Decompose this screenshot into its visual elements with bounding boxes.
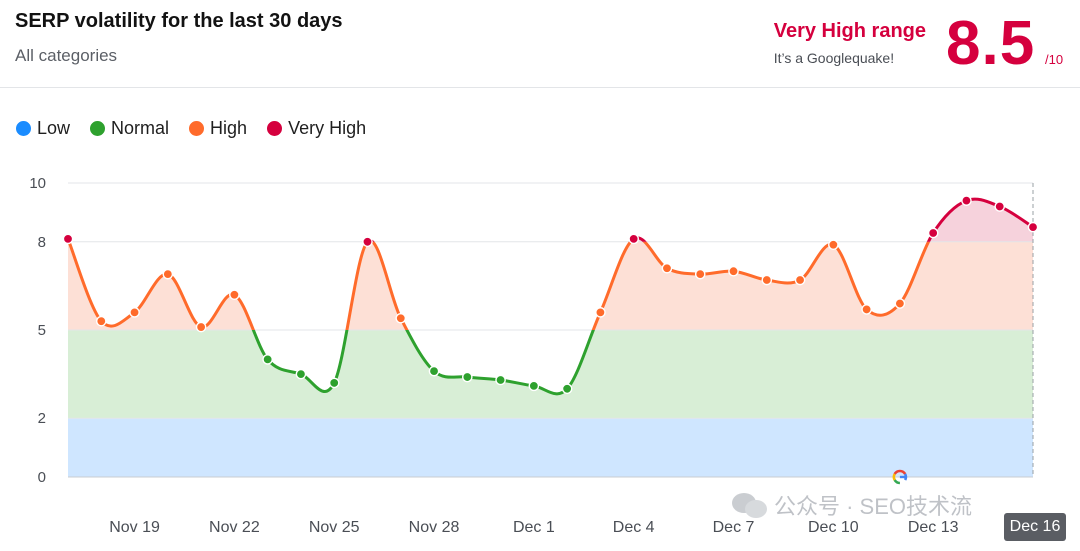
data-point xyxy=(129,307,140,318)
data-point xyxy=(195,321,207,333)
data-point xyxy=(362,236,373,248)
chart-legend: Low Normal High Very High xyxy=(16,118,366,139)
x-tick-label: Dec 13 xyxy=(908,519,959,536)
x-tick-label: Dec 4 xyxy=(613,519,655,536)
data-point xyxy=(528,380,540,392)
y-tick-label: 2 xyxy=(38,410,46,427)
legend-label-low: Low xyxy=(37,118,71,138)
data-point xyxy=(861,304,872,315)
data-point xyxy=(428,365,440,377)
data-point xyxy=(661,262,673,274)
legend-item-very-high[interactable]: Very High xyxy=(267,118,366,139)
data-point xyxy=(927,227,939,239)
legend-item-normal[interactable]: Normal xyxy=(90,118,169,139)
data-point xyxy=(628,233,639,245)
google-g-icon xyxy=(892,469,908,485)
data-point xyxy=(328,377,340,389)
chart-header: SERP volatility for the last 30 days All… xyxy=(0,0,1080,88)
data-point xyxy=(295,368,307,380)
watermark: 公众号 · SEO技术流 xyxy=(732,489,972,521)
data-point xyxy=(1027,221,1039,233)
y-tick-label: 10 xyxy=(29,175,46,192)
category-selector[interactable]: All categories xyxy=(15,46,118,65)
x-tick-label: Dec 7 xyxy=(713,519,755,536)
data-point xyxy=(994,201,1006,212)
band-fill-normal xyxy=(68,330,1033,419)
data-point xyxy=(728,265,739,277)
selected-date-tooltip: Dec 16 xyxy=(1004,513,1066,541)
data-point xyxy=(462,371,473,383)
data-point xyxy=(95,315,107,327)
x-tick-label: Nov 28 xyxy=(409,519,460,536)
range-summary: Very High range It’s a Googlequake! xyxy=(774,20,926,66)
legend-item-low[interactable]: Low xyxy=(16,118,70,139)
data-point xyxy=(262,354,273,365)
range-note: It’s a Googlequake! xyxy=(773,50,895,66)
legend-label-very-high: Very High xyxy=(288,118,367,138)
legend-dot-low xyxy=(16,121,31,136)
legend-item-high[interactable]: High xyxy=(189,118,247,139)
data-point xyxy=(761,274,773,286)
band-fill-low xyxy=(68,418,1033,477)
data-point xyxy=(395,312,407,324)
data-point xyxy=(495,374,506,386)
data-point xyxy=(62,233,74,245)
x-tick-label: Nov 22 xyxy=(209,519,260,536)
data-point xyxy=(561,383,573,395)
watermark-text: 公众号 · SEO技术流 xyxy=(774,494,973,519)
band-fill-very-high xyxy=(68,199,1033,242)
data-point xyxy=(595,307,606,318)
wechat-icon xyxy=(732,491,768,519)
volatility-score: 8.5 xyxy=(946,9,1036,78)
data-point xyxy=(229,289,240,301)
page-title: SERP volatility for the last 30 days xyxy=(15,10,343,32)
data-point xyxy=(894,298,906,309)
volatility-score-max: /10 xyxy=(1045,52,1064,67)
x-tick-label: Dec 1 xyxy=(513,519,555,536)
data-point xyxy=(794,274,806,286)
x-tick-label: Nov 19 xyxy=(109,519,160,536)
x-tick-label: Nov 25 xyxy=(309,519,360,536)
data-point xyxy=(961,195,972,206)
legend-label-high: High xyxy=(210,118,248,138)
legend-dot-very-high xyxy=(267,121,283,136)
data-point xyxy=(162,268,174,280)
y-tick-label: 5 xyxy=(38,322,46,339)
legend-dot-high xyxy=(189,121,205,136)
legend-dot-normal xyxy=(90,121,106,136)
range-label: Very High range xyxy=(773,20,926,42)
y-tick-label: 0 xyxy=(38,469,46,486)
data-point xyxy=(828,239,839,251)
legend-label-normal: Normal xyxy=(111,118,170,138)
y-tick-label: 8 xyxy=(38,234,46,251)
data-point xyxy=(694,268,706,280)
x-tick-label: Dec 10 xyxy=(808,519,859,536)
